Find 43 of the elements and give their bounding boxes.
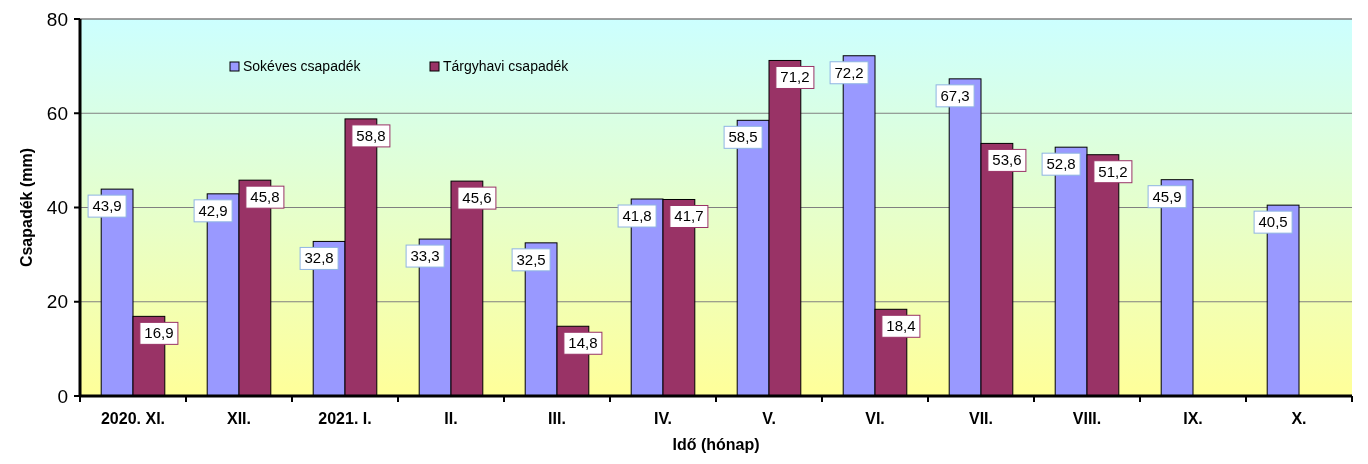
- x-axis-title: Idő (hónap): [672, 436, 760, 453]
- data-label: 45,8: [250, 188, 280, 206]
- x-tick-label: X.: [1291, 410, 1307, 427]
- y-tick-label: 0: [57, 385, 68, 407]
- y-axis-title: Csapadék (mm): [18, 147, 35, 268]
- legend-label: Tárgyhavi csapadék: [443, 58, 570, 74]
- x-tick-label: XII.: [226, 410, 252, 427]
- data-label: 32,5: [516, 250, 546, 268]
- data-label: 58,5: [728, 128, 758, 146]
- data-label: 41,7: [674, 207, 704, 225]
- data-label: 18,4: [886, 317, 916, 335]
- data-label: 41,8: [622, 207, 652, 225]
- data-label: 43,9: [92, 197, 122, 215]
- data-label: 32,8: [304, 249, 334, 267]
- x-tick-label: VII.: [968, 410, 994, 427]
- x-tick-label: VI.: [865, 410, 885, 427]
- data-label: 53,6: [992, 151, 1022, 169]
- data-label: 33,3: [410, 247, 440, 265]
- x-tick-label: IV.: [653, 410, 673, 427]
- data-label: 16,9: [144, 324, 174, 342]
- data-label: 52,8: [1046, 155, 1076, 173]
- x-tick-label: V.: [762, 410, 776, 427]
- x-tick-label: 2020. XI.: [100, 410, 166, 427]
- y-tick-label: 40: [46, 197, 68, 219]
- data-label: 51,2: [1098, 162, 1128, 180]
- data-label: 67,3: [940, 86, 970, 104]
- y-tick-label: 80: [46, 8, 68, 30]
- x-tick-label: III.: [548, 410, 566, 427]
- x-tick-label: IX.: [1183, 410, 1203, 427]
- data-label: 72,2: [834, 63, 864, 81]
- data-label: 71,2: [780, 68, 810, 86]
- legend-label: Sokéves csapadék: [243, 58, 362, 74]
- y-tick-label: 20: [46, 291, 68, 313]
- data-label: 45,6: [462, 189, 492, 207]
- data-label: 58,8: [356, 126, 386, 144]
- x-tick-label: 2021. I.: [318, 410, 372, 427]
- x-tick-label: VIII.: [1072, 410, 1102, 427]
- data-label: 14,8: [568, 334, 598, 352]
- data-label: 45,9: [1152, 187, 1182, 205]
- x-tick-label: II.: [444, 410, 458, 427]
- y-tick-label: 60: [46, 102, 68, 124]
- data-label: 42,9: [198, 201, 228, 219]
- data-label: 40,5: [1258, 213, 1288, 231]
